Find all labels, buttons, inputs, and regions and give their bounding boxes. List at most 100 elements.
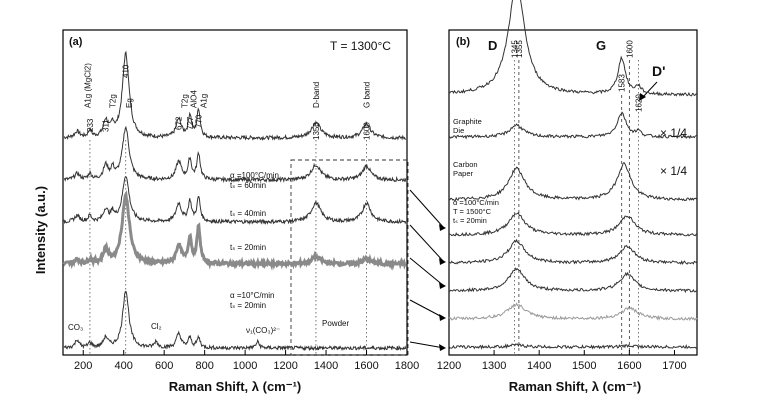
- connecting-arrow: [409, 257, 445, 287]
- panel-b-series-label: tₛ = 20min: [453, 216, 487, 225]
- panel-b-frame: [448, 29, 698, 356]
- panel-a-peak-label: T2g: [109, 94, 118, 108]
- panel-a-peak-label: G band: [363, 82, 372, 108]
- panel-a-letter: (a): [69, 36, 83, 48]
- d-prime-band-letter: D': [652, 63, 665, 79]
- panel-b-spectrum-5: [448, 267, 698, 294]
- panel-b-tick-label: 1600: [617, 360, 641, 372]
- panel-b-series-label: T = 1500°C: [453, 207, 492, 216]
- panel-a-series-label: tₛ = 60min: [230, 181, 266, 190]
- connecting-arrowhead: [439, 314, 446, 321]
- connecting-arrowhead: [439, 282, 446, 289]
- panel-b-x-ticks: 1200 1300 1400 1500 1600 1700: [437, 350, 687, 372]
- panel-a-tick-label: 200: [74, 360, 92, 372]
- panel-b-series-label: Paper: [453, 169, 474, 178]
- panel-b-series-label: Die: [453, 126, 464, 135]
- panel-a-peak-label: T2g: [180, 94, 189, 108]
- panel-a-tick-label: 1200: [273, 360, 297, 372]
- panel-a-peak-label: 1600: [363, 122, 372, 140]
- panel-a-series-label: Powder: [322, 319, 349, 328]
- panel-b-peak-label: 1600: [625, 40, 634, 58]
- panel-a-spectrum-0: [63, 50, 406, 142]
- panel-a-series-label: tₛ = 40min: [230, 209, 266, 218]
- panel-b-spectrum-6: [448, 302, 698, 322]
- panel-a-xlabel: Raman Shift, λ (cm⁻¹): [169, 379, 302, 394]
- panel-b: (b) D G D' Raman Shift, λ (cm⁻¹) 1200 130…: [437, 0, 698, 394]
- v1-co3-label: ν₁(CO₃)²⁻: [246, 326, 280, 335]
- panel-a-peak-label: 311: [102, 119, 111, 132]
- panel-a-series-label: tₛ = 20min: [230, 243, 266, 252]
- panel-b-xlabel: Raman Shift, λ (cm⁻¹): [509, 379, 642, 394]
- d-band-letter: D: [488, 38, 497, 53]
- panel-a-series-label: tₛ = 20min: [230, 301, 266, 310]
- connecting-arrowhead: [439, 344, 446, 351]
- connecting-arrow: [409, 299, 445, 319]
- panel-a-tick-label: 1000: [233, 360, 257, 372]
- connecting-arrowhead: [439, 224, 446, 231]
- cl2-label: Cl₂: [151, 322, 162, 331]
- panel-b-tick-label: 1500: [572, 360, 596, 372]
- d-prime-arrow: [641, 81, 658, 99]
- connecting-arrow: [409, 341, 445, 349]
- panel-a-series-label: α =100°C/min: [230, 171, 279, 180]
- panel-a-peak-labels: 233 A1g (MgCl2) 311 T2g 410 Eg 672 T2g 727 AlO4 77…: [84, 63, 372, 140]
- panel-b-spectra: [448, 0, 698, 350]
- panel-a: (a) T = 1300°C Intensity (a.u.) Raman Sh…: [33, 29, 419, 394]
- panel-a-peak-label: AlO4: [190, 90, 199, 108]
- panel-b-series-label: α =100°C/min: [453, 198, 499, 207]
- panel-a-peak-label: Eg: [125, 98, 134, 108]
- panel-b-peak-label: 1355: [515, 40, 524, 58]
- panel-a-peak-label: 410: [122, 64, 131, 78]
- panel-a-tick-label: 800: [195, 360, 213, 372]
- d-g-band-region-box: [290, 159, 409, 356]
- g-band-letter: G: [596, 38, 606, 53]
- panel-a-frame: [62, 29, 408, 356]
- panel-a-series-label: α =10°C/min: [230, 291, 275, 300]
- panel-b-scale-label: × 1/4: [660, 126, 687, 140]
- connecting-arrow: [409, 189, 445, 229]
- panel-a-tick-label: 1800: [395, 360, 419, 372]
- co3-label: CO₃: [68, 323, 83, 332]
- panel-b-spectrum-2: [448, 161, 698, 202]
- panel-b-series-label: Carbon: [453, 160, 478, 169]
- panel-a-tick-label: 1600: [354, 360, 378, 372]
- panel-a-spectrum-4: [63, 290, 407, 352]
- panel-b-spectrum-4: [448, 238, 698, 265]
- connecting-arrows: [409, 189, 446, 351]
- panel-a-peak-label: A1g (MgCl2): [84, 63, 93, 108]
- panel-a-peak-label: 233: [86, 118, 95, 132]
- panel-b-spectrum-7: [448, 343, 698, 350]
- panel-a-peak-label: 727: [186, 116, 195, 130]
- panel-a-spectrum-1: [63, 125, 407, 184]
- panel-a-spectrum-2: [63, 176, 407, 225]
- panel-a-peak-label: 1350: [312, 122, 321, 140]
- panel-b-spectrum-1: [448, 111, 697, 140]
- panel-a-ylabel: Intensity (a.u.): [33, 186, 48, 274]
- panel-b-tick-label: 1300: [482, 360, 506, 372]
- panel-b-peak-label: 1345: [510, 40, 519, 58]
- panel-b-tick-label: 1400: [527, 360, 551, 372]
- panel-b-peak-label: 1583: [618, 74, 627, 92]
- panel-a-tick-label: 1400: [314, 360, 338, 372]
- panel-a-peak-label: 770: [195, 114, 204, 128]
- panel-a-x-ticks: 200 400 600 800 1000 1200 1400 1600 1800: [74, 350, 419, 372]
- panel-b-spectrum-3: [448, 211, 698, 237]
- panel-b-guides: [513, 60, 639, 355]
- connecting-arrow: [409, 224, 445, 263]
- panel-a-tick-label: 600: [155, 360, 173, 372]
- panel-a-peak-label: D-band: [312, 82, 321, 108]
- panel-a-spectrum-3: [62, 189, 407, 271]
- panel-a-peak-label: A1g: [200, 94, 209, 108]
- panel-a-temperature: T = 1300°C: [330, 39, 391, 53]
- panel-b-peak-label: 1620: [634, 94, 643, 112]
- connecting-arrowhead: [439, 258, 446, 265]
- panel-b-spectrum-0: [448, 0, 698, 97]
- panel-b-tick-label: 1200: [437, 360, 461, 372]
- panel-a-tick-label: 400: [115, 360, 133, 372]
- panel-b-letter: (b): [456, 36, 470, 48]
- panel-b-series-label: Graphite: [453, 117, 482, 126]
